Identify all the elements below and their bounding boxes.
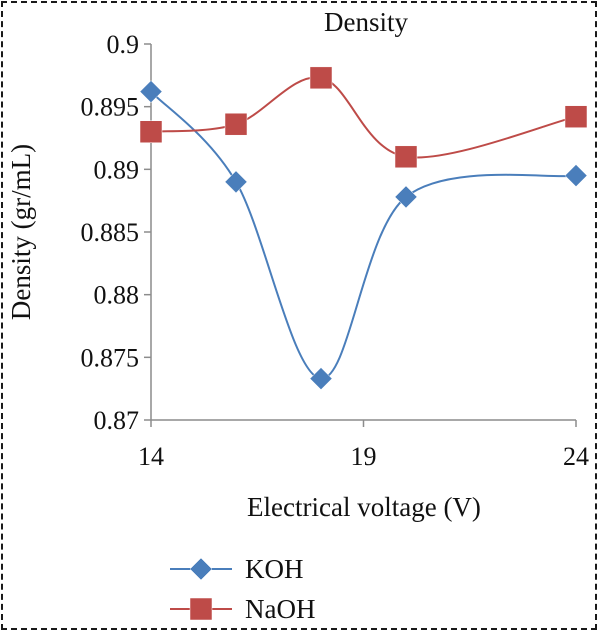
series-layer [139,66,588,390]
y-tick-label: 0.875 [81,343,140,372]
x-axis-ticks: 14 19 24 [138,420,589,471]
koh-point [394,185,418,209]
x-tick-label: 14 [138,442,164,471]
koh-point [139,80,163,103]
x-axis-title: Electrical voltage (V) [247,492,481,522]
legend-marker [189,597,213,621]
koh-point [309,367,333,390]
legend: KOH NaOH [170,554,315,624]
series-koh [139,80,588,390]
y-tick-label: 0.9 [107,30,140,59]
legend-label: NaOH [245,594,315,624]
chart-axes [150,44,576,421]
legend-item-koh: KOH [170,554,304,584]
naoh-line [150,76,577,159]
naoh-point [309,66,333,90]
x-tick-label: 24 [563,442,589,471]
naoh-point [564,105,588,128]
naoh-point [139,120,163,143]
y-tick-label: 0.88 [94,281,140,310]
y-tick-label: 0.87 [94,406,140,435]
series-naoh [139,66,588,169]
legend-marker [189,557,213,581]
naoh-point [394,145,418,169]
y-tick-label: 0.89 [94,155,140,184]
y-tick-label: 0.885 [81,218,140,247]
legend-item-naoh: NaOH [170,594,315,624]
y-tick-label: 0.895 [81,93,140,122]
koh-point [564,164,588,187]
koh-point [224,170,248,194]
x-tick-label: 19 [351,442,377,471]
naoh-point [224,112,248,136]
y-axis-title: Density (gr/mL) [6,144,36,320]
legend-label: KOH [245,554,304,584]
chart-title: Density [324,7,408,37]
y-axis-ticks: 0.9 0.895 0.89 0.885 0.88 0.875 0.87 [81,30,151,435]
koh-line [150,90,577,380]
